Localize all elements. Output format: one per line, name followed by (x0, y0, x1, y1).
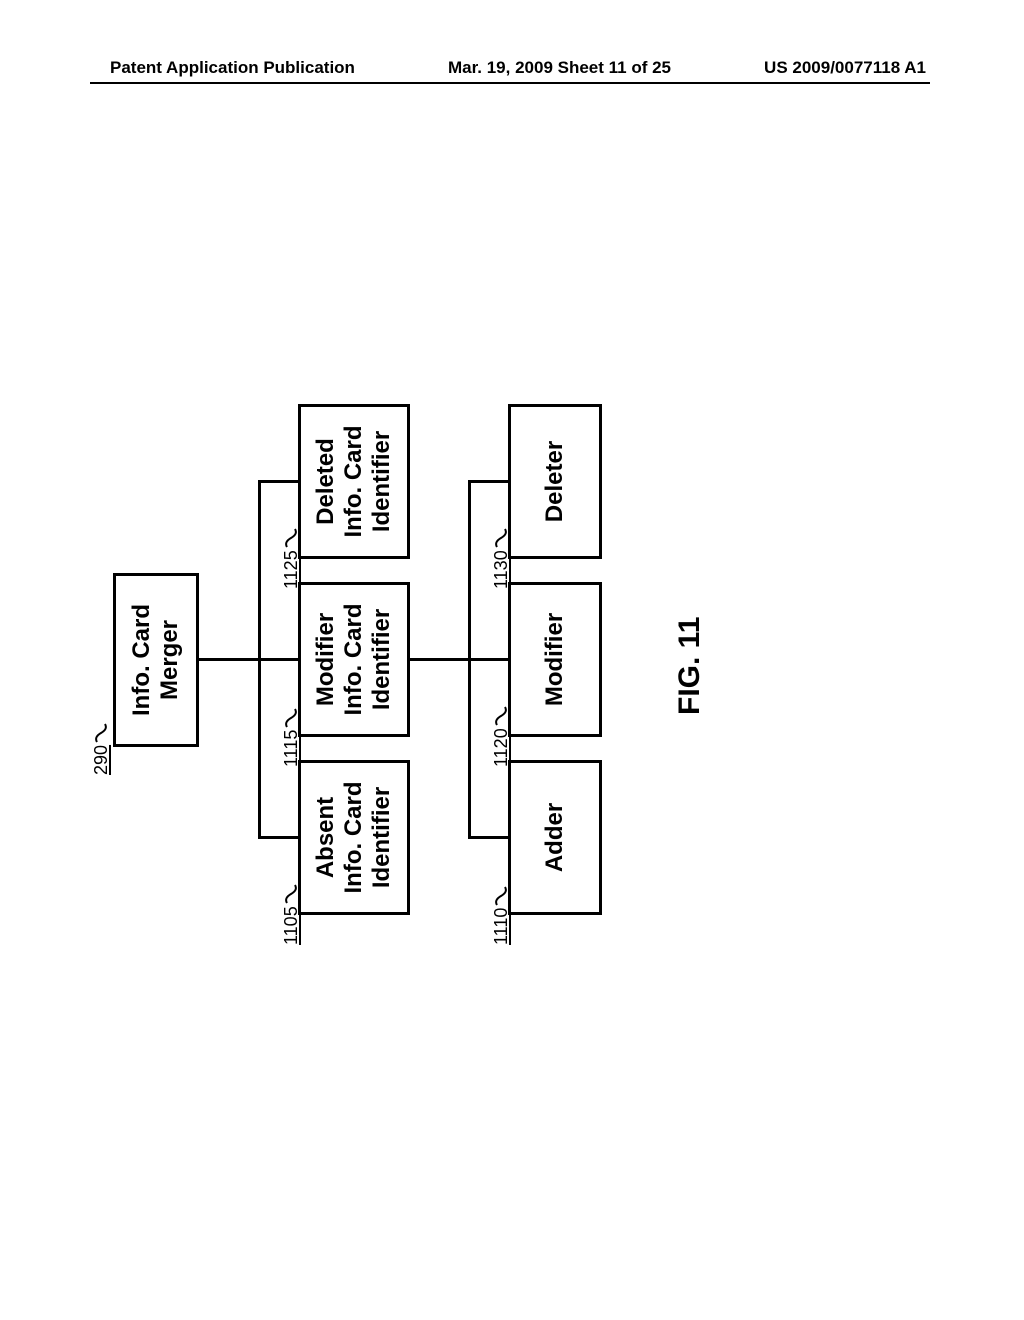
node-merger: Info. CardMerger (113, 573, 199, 747)
header-right: US 2009/0077118 A1 (764, 58, 926, 78)
edge-drop-delid (258, 480, 298, 483)
ref-1110: 1110 (491, 886, 512, 945)
node-absent: AbsentInfo. CardIdentifier (298, 760, 410, 915)
page: Patent Application Publication Mar. 19, … (0, 0, 1024, 1320)
ref-1115: 1115 (281, 708, 302, 767)
edge-drop-absent (258, 836, 298, 839)
edge-drop-modid (258, 658, 298, 661)
node-deleter: Deleter (508, 404, 602, 559)
ref-1105: 1105 (281, 884, 302, 945)
ref-1130: 1130 (491, 528, 512, 589)
node-adder: Adder (508, 760, 602, 915)
node-modifier: Modifier (508, 582, 602, 737)
header-rule (90, 82, 930, 84)
header-left: Patent Application Publication (110, 58, 355, 78)
ref-290: 290 (91, 723, 112, 775)
node-delid: DeletedInfo. CardIdentifier (298, 404, 410, 559)
edge-drop-deleter (468, 480, 508, 483)
node-modid: ModifierInfo. CardIdentifier (298, 582, 410, 737)
page-header: Patent Application Publication Mar. 19, … (0, 58, 1024, 78)
figure-label: FIG. 11 (673, 617, 707, 715)
edge-drop-adder (468, 836, 508, 839)
ref-1125: 1125 (281, 528, 302, 589)
edge-drop-modifier (468, 658, 508, 661)
ref-1120: 1120 (491, 706, 512, 767)
tree-diagram: Info. CardMerger AbsentInfo. CardIdentifi… (113, 395, 873, 925)
header-center: Mar. 19, 2009 Sheet 11 of 25 (448, 58, 671, 78)
